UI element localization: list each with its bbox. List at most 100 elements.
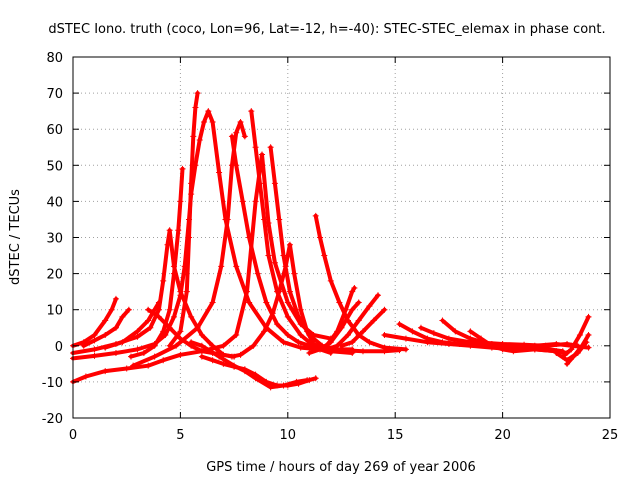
data-point	[488, 342, 495, 349]
data-point	[231, 362, 238, 369]
data-point	[271, 259, 278, 266]
data-point	[237, 118, 244, 125]
data-point	[82, 373, 89, 380]
data-point	[91, 346, 98, 353]
data-point	[297, 306, 304, 313]
data-point	[284, 299, 291, 306]
data-point	[198, 353, 205, 360]
y-tick-label: 20	[46, 268, 63, 283]
data-point	[338, 342, 345, 349]
data-point	[194, 90, 201, 97]
data-point	[334, 328, 341, 335]
data-point	[224, 216, 231, 223]
data-point	[499, 340, 506, 347]
data-point	[280, 252, 287, 259]
data-point	[209, 118, 216, 125]
data-point	[284, 331, 291, 338]
x-tick-label: 0	[69, 428, 77, 443]
data-point	[183, 288, 190, 295]
data-point	[239, 198, 246, 205]
data-point	[568, 342, 575, 349]
data-point	[91, 331, 98, 338]
data-point	[160, 277, 167, 284]
x-tick-label: 25	[602, 428, 619, 443]
data-point	[359, 348, 366, 355]
series-line	[565, 333, 591, 366]
data-point	[252, 375, 259, 382]
data-point	[246, 299, 253, 306]
data-point	[233, 162, 240, 169]
data-point	[220, 342, 227, 349]
x-tick-label: 10	[280, 428, 297, 443]
data-point	[317, 234, 324, 241]
data-point	[134, 333, 141, 340]
data-point	[134, 328, 141, 335]
y-tick-label: 0	[55, 340, 63, 355]
data-point	[297, 331, 304, 338]
y-tick-label: 40	[46, 195, 63, 210]
data-point	[381, 306, 388, 313]
data-point	[564, 360, 571, 367]
data-point	[145, 317, 152, 324]
data-point	[250, 342, 257, 349]
data-point	[276, 216, 283, 223]
data-point	[291, 270, 298, 277]
data-point	[349, 346, 356, 353]
data-point	[267, 144, 274, 151]
data-point	[145, 362, 152, 369]
data-point	[80, 342, 87, 349]
data-point	[280, 339, 287, 346]
x-tick-label: 15	[387, 428, 404, 443]
data-point	[205, 108, 212, 115]
data-point	[274, 288, 281, 295]
data-point	[112, 350, 119, 357]
data-point	[355, 299, 362, 306]
data-point	[521, 341, 528, 348]
data-point	[91, 337, 98, 344]
series-line	[103, 300, 161, 350]
data-point	[102, 344, 109, 351]
data-point	[349, 288, 356, 295]
data-point	[145, 306, 152, 313]
data-point	[306, 350, 313, 357]
data-point	[286, 288, 293, 295]
data-point	[177, 328, 184, 335]
data-point	[190, 133, 197, 140]
x-tick-label: 20	[494, 428, 511, 443]
data-point	[280, 382, 287, 389]
data-point	[173, 342, 180, 349]
data-point	[286, 241, 293, 248]
y-tick-label: 10	[46, 304, 63, 319]
data-point	[155, 299, 162, 306]
data-point	[102, 331, 109, 338]
series-line	[230, 134, 333, 355]
y-tick-label: 50	[46, 159, 63, 174]
data-point	[140, 350, 147, 357]
data-point	[220, 360, 227, 367]
series-line	[167, 91, 200, 348]
data-point	[274, 321, 281, 328]
data-point	[119, 313, 126, 320]
data-point	[293, 378, 300, 385]
data-point	[123, 365, 130, 372]
data-point	[209, 357, 216, 364]
data-point	[349, 306, 356, 313]
data-point	[252, 198, 259, 205]
series-line	[189, 340, 310, 390]
data-point	[228, 133, 235, 140]
data-point	[396, 321, 403, 328]
y-tick-label: 30	[46, 232, 63, 247]
data-point	[259, 151, 266, 158]
data-point	[263, 299, 270, 306]
data-point	[192, 104, 199, 111]
data-point	[185, 234, 192, 241]
data-point	[151, 342, 158, 349]
data-point	[91, 352, 98, 359]
data-point	[531, 342, 538, 349]
data-point	[381, 331, 388, 338]
data-point	[233, 331, 240, 338]
chart-title: dSTEC Iono. truth (coco, Lon=96, Lat=-12…	[48, 22, 605, 37]
tick-layer	[72, 56, 611, 419]
series-line	[71, 296, 118, 348]
y-tick-label: 70	[46, 87, 63, 102]
